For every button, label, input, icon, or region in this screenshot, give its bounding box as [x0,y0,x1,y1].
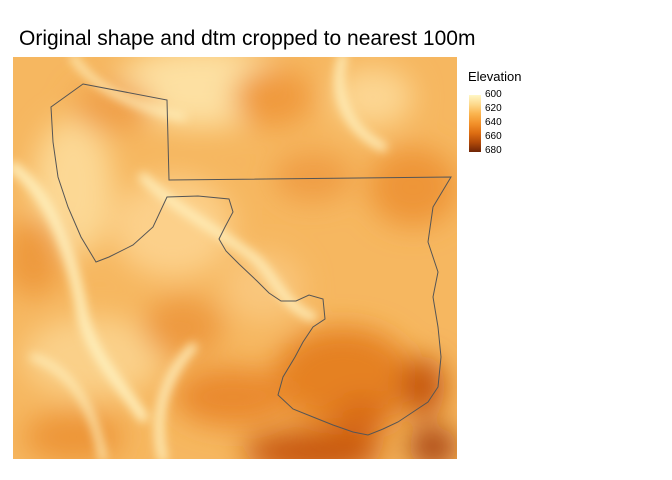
legend-title: Elevation [468,69,522,84]
elevation-raster [13,57,457,459]
legend-tick-640: 640 [485,117,502,128]
elevation-map [13,57,457,459]
legend-tick-680: 680 [485,145,502,156]
legend-tick-600: 600 [485,89,502,100]
study-area-boundary [50,83,452,436]
map-title: Original shape and dtm cropped to neares… [19,27,476,50]
legend-tick-620: 620 [485,103,502,114]
elevation-colorbar [469,95,481,152]
legend-tick-660: 660 [485,131,502,142]
